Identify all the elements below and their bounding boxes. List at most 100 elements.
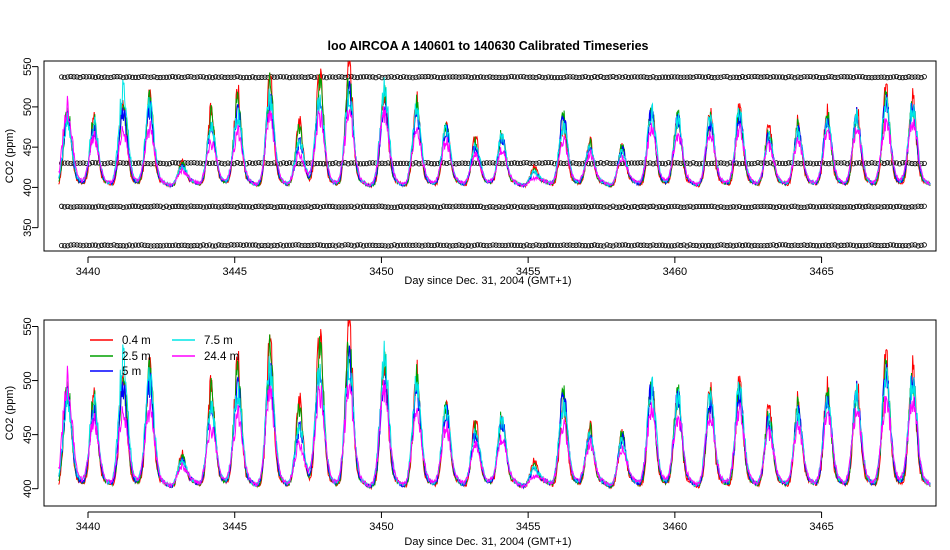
calibration-point (400, 242, 407, 248)
calibration-point (872, 160, 878, 166)
calibration-point (909, 242, 915, 248)
calibration-point (746, 73, 752, 80)
calibration-point (635, 160, 641, 166)
calibration-point (194, 160, 200, 166)
calibration-point (884, 75, 890, 81)
calibration-point (92, 160, 99, 166)
calibration-point (209, 203, 216, 209)
calibration-point (142, 74, 148, 80)
calibration-point (95, 203, 102, 209)
bottom-y-axis: 400 450 500 550 (22, 317, 39, 498)
calibration-point (715, 242, 721, 248)
calibration-point (327, 203, 333, 209)
calibration-point (77, 160, 83, 166)
calibration-point (474, 203, 481, 210)
calibration-point (887, 74, 893, 80)
calibration-point (345, 161, 351, 167)
calibration-point (585, 74, 592, 80)
calibration-point (77, 74, 83, 81)
calibration-point (595, 74, 601, 80)
calibration-point (647, 74, 653, 81)
calibration-point (388, 204, 394, 210)
calibration-point (844, 242, 850, 248)
calibration-point (613, 74, 619, 80)
calibration-point (404, 242, 410, 248)
calibration-point (770, 204, 776, 210)
calibration-point (878, 204, 884, 210)
calibration-point (370, 74, 376, 80)
x-tick-label: 3445 (222, 521, 246, 533)
calibration-point (832, 242, 838, 248)
calibration-point (493, 242, 499, 248)
calibration-point (632, 203, 638, 210)
calibration-point (191, 243, 197, 249)
calibration-point (410, 242, 416, 248)
calibration-point (209, 160, 216, 166)
calibration-point (246, 204, 253, 210)
calibration-point (250, 242, 256, 248)
calibration-point (521, 160, 527, 166)
calibration-point (536, 204, 542, 210)
calibration-point (339, 74, 345, 80)
calibration-point (280, 74, 287, 80)
calibration-point (702, 74, 709, 80)
calibration-point (145, 74, 151, 80)
calibration-point (687, 161, 693, 167)
calibration-point (733, 160, 739, 166)
top-x-axis: 3440 3445 3450 3455 3460 3465 (76, 256, 834, 278)
calibration-point (524, 204, 530, 210)
calibration-point (709, 74, 715, 80)
calibration-point (570, 242, 576, 249)
calibration-point (330, 242, 336, 248)
calibration-point (456, 160, 462, 167)
calibration-point (182, 242, 188, 248)
calibration-point (102, 74, 108, 80)
calibration-point (721, 73, 727, 80)
calibration-point (444, 203, 450, 210)
calibration-point (511, 74, 518, 80)
calibration-point (819, 74, 826, 81)
calibration-point (604, 204, 610, 210)
calibration-point (311, 74, 317, 81)
calibration-point (625, 242, 632, 249)
calibration-point (709, 243, 715, 249)
calibration-point (459, 203, 465, 209)
calibration-point (551, 74, 558, 81)
calibration-point (853, 203, 860, 210)
calibration-point (810, 204, 816, 210)
calibration-point (459, 160, 465, 166)
calibration-point (80, 74, 86, 80)
calibration-point (185, 74, 191, 80)
calibration-point (918, 74, 924, 81)
calibration-point (856, 242, 863, 249)
calibration-point (598, 243, 604, 249)
calibration-point (653, 75, 659, 81)
calibration-point (518, 242, 524, 249)
calibration-point (592, 203, 598, 209)
calibration-point (798, 204, 804, 210)
calibration-point (881, 74, 887, 80)
calibration-point (521, 243, 527, 249)
calibration-point (246, 242, 253, 248)
calibration-point (884, 160, 890, 166)
calibration-point (351, 74, 357, 80)
calibration-point (721, 160, 727, 166)
calibration-point (385, 243, 391, 249)
calibration-point (342, 204, 348, 210)
calibration-point (647, 203, 653, 210)
calibration-point (826, 161, 832, 167)
calibration-point (397, 74, 404, 81)
calibration-point (65, 160, 71, 166)
calibration-point (172, 242, 179, 248)
calibration-point (545, 204, 551, 210)
calibration-point (132, 203, 139, 209)
calibration-point (906, 243, 912, 249)
calibration-point (59, 74, 65, 80)
calibration-point (487, 242, 493, 249)
calibration-point (841, 242, 847, 249)
calibration-point (373, 204, 379, 210)
calibration-point (293, 74, 299, 80)
calibration-point (721, 204, 727, 210)
calibration-point (286, 204, 293, 210)
calibration-point (767, 203, 773, 210)
